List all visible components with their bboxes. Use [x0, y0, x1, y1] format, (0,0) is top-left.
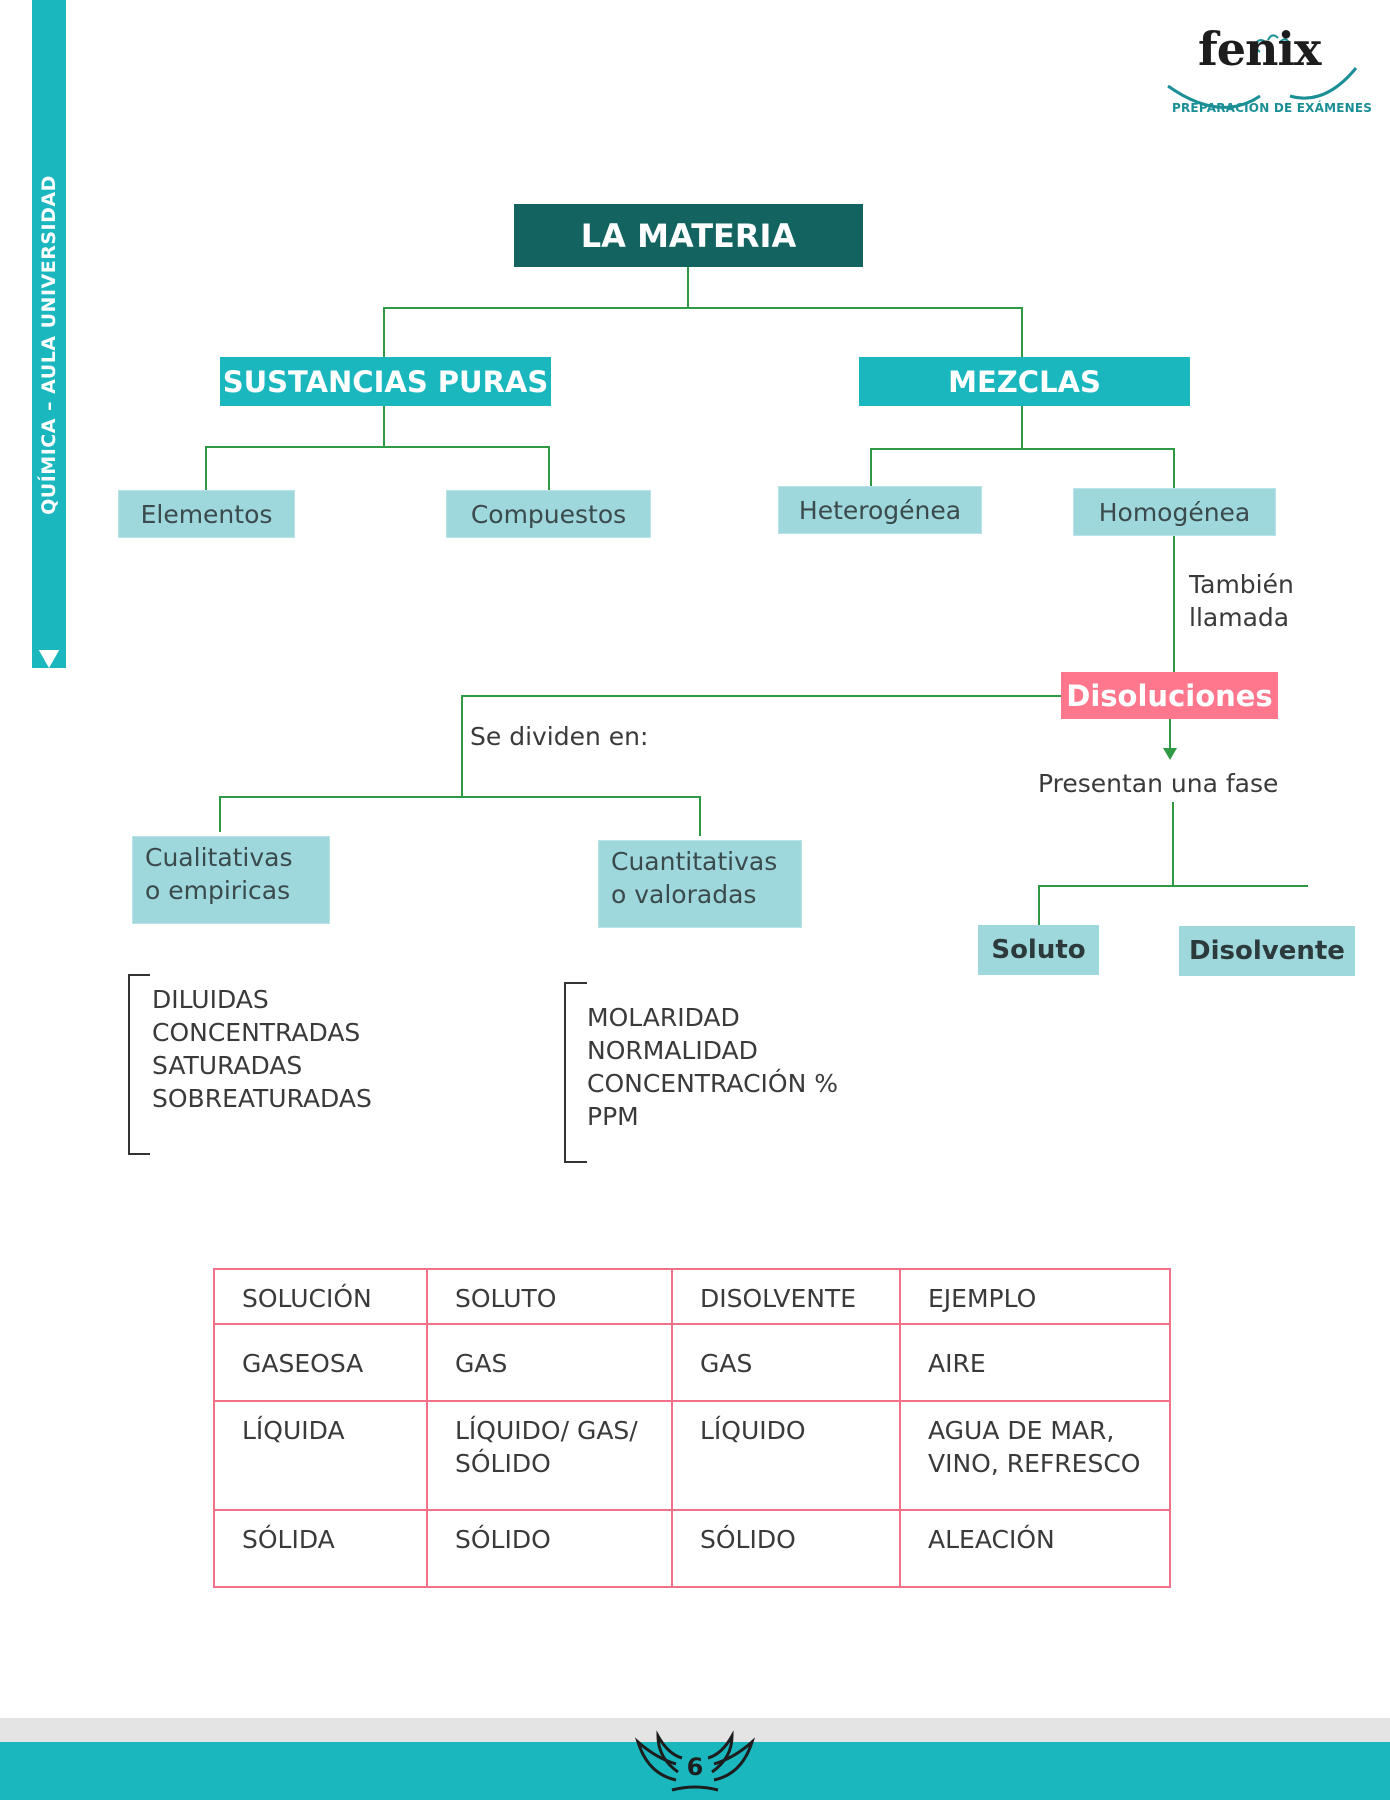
list-item: DILUIDAS: [152, 985, 269, 1014]
footer-strip: [0, 1718, 1390, 1742]
table-cell: GAS: [426, 1323, 673, 1402]
node-compuestos: Compuestos: [446, 490, 651, 538]
list-item: SOBREATURADAS: [152, 1084, 372, 1113]
footer-bar: [0, 1742, 1390, 1800]
node-disolvente: Disolvente: [1179, 926, 1355, 976]
label-tambien: También: [1189, 570, 1294, 599]
connector-pure: [205, 406, 385, 490]
node-mezclas: MEZCLAS: [859, 357, 1190, 406]
node-sustancias-puras: SUSTANCIAS PURAS: [220, 357, 551, 406]
connector-root-branches: [383, 307, 1023, 357]
connector-solutions-left: [461, 695, 1062, 797]
table-row: SÓLIDA SÓLIDO SÓLIDO ALEACIÓN: [213, 1509, 1171, 1588]
bracket-quantitative: [564, 982, 587, 1163]
table-cell: AGUA DE MAR, VINO, REFRESCO: [899, 1400, 1171, 1511]
label-presentan-una-fase: Presentan una fase: [1038, 769, 1279, 798]
table-cell: LÍQUIDO: [671, 1400, 901, 1511]
qualitative-list: DILUIDAS CONCENTRADAS SATURADAS SOBREATU…: [152, 983, 372, 1115]
list-item: PPM: [587, 1102, 639, 1131]
list-item: SATURADAS: [152, 1051, 303, 1080]
side-ribbon: [32, 0, 66, 650]
label-se-dividen-en: Se dividen en:: [470, 722, 649, 751]
cualitativas-line-2: o empiricas: [145, 876, 291, 905]
quantitative-list: MOLARIDAD NORMALIDAD CONCENTRACIÓN % PPM: [587, 1001, 838, 1133]
phoenix-wings-icon: [634, 1730, 756, 1792]
table-cell: SÓLIDO: [671, 1509, 901, 1588]
list-item: MOLARIDAD: [587, 1003, 740, 1032]
connector-pure-right: [384, 446, 550, 490]
table-cell: LÍQUIDO/ GAS/ SÓLIDO: [426, 1400, 673, 1511]
list-item: CONCENTRADAS: [152, 1018, 361, 1047]
table-row: GASEOSA GAS GAS AIRE: [213, 1323, 1171, 1402]
connector-mixtures-right: [1022, 448, 1175, 488]
bracket-qualitative: [128, 974, 150, 1155]
connector-mixtures: [870, 406, 1023, 486]
list-item: NORMALIDAD: [587, 1036, 758, 1065]
node-la-materia: LA MATERIA: [514, 204, 863, 267]
table-header-cell: SOLUCIÓN: [213, 1268, 428, 1325]
table-header-cell: SOLUTO: [426, 1268, 673, 1325]
node-soluto: Soluto: [978, 925, 1099, 975]
arrow-down-icon: [1163, 748, 1177, 760]
node-cuantitativas: Cuantitativas o valoradas: [598, 840, 802, 928]
table-row: LÍQUIDA LÍQUIDO/ GAS/ SÓLIDO LÍQUIDO AGU…: [213, 1400, 1171, 1511]
cuantitativas-line-1: Cuantitativas: [611, 847, 778, 876]
logo-tagline: PREPARACIÓN DE EXÁMENES: [1172, 101, 1373, 115]
logo-wordmark: fenix: [1198, 22, 1321, 76]
table-header-cell: DISOLVENTE: [671, 1268, 901, 1325]
table-cell: SÓLIDA: [213, 1509, 428, 1588]
table-header-row: SOLUCIÓN SOLUTO DISOLVENTE EJEMPLO: [213, 1268, 1171, 1325]
cualitativas-line-1: Cualitativas: [145, 843, 293, 872]
table-cell: ALEACIÓN: [899, 1509, 1171, 1588]
table-cell: GAS: [671, 1323, 901, 1402]
table-cell: LÍQUIDA: [213, 1400, 428, 1511]
solutions-table: SOLUCIÓN SOLUTO DISOLVENTE EJEMPLO GASEO…: [213, 1268, 1171, 1588]
label-llamada: llamada: [1189, 603, 1290, 632]
node-elementos: Elementos: [118, 490, 295, 538]
connector-components: [1038, 885, 1308, 925]
fenix-logo-icon: [1167, 34, 1358, 109]
table-header-cell: EJEMPLO: [899, 1268, 1171, 1325]
table-cell: SÓLIDO: [426, 1509, 673, 1588]
cuantitativas-line-2: o valoradas: [611, 880, 757, 909]
node-homogenea: Homogénea: [1073, 488, 1276, 536]
table-cell: AIRE: [899, 1323, 1171, 1402]
node-cualitativas: Cualitativas o empiricas: [132, 836, 330, 924]
side-ribbon-tip: [32, 638, 66, 668]
page-number: 6: [686, 1753, 704, 1781]
list-item: CONCENTRACIÓN %: [587, 1069, 838, 1098]
node-heterogenea: Heterogénea: [778, 486, 982, 534]
connector-types: [219, 796, 701, 836]
node-disoluciones: Disoluciones: [1061, 672, 1278, 719]
table-cell: GASEOSA: [213, 1323, 428, 1402]
